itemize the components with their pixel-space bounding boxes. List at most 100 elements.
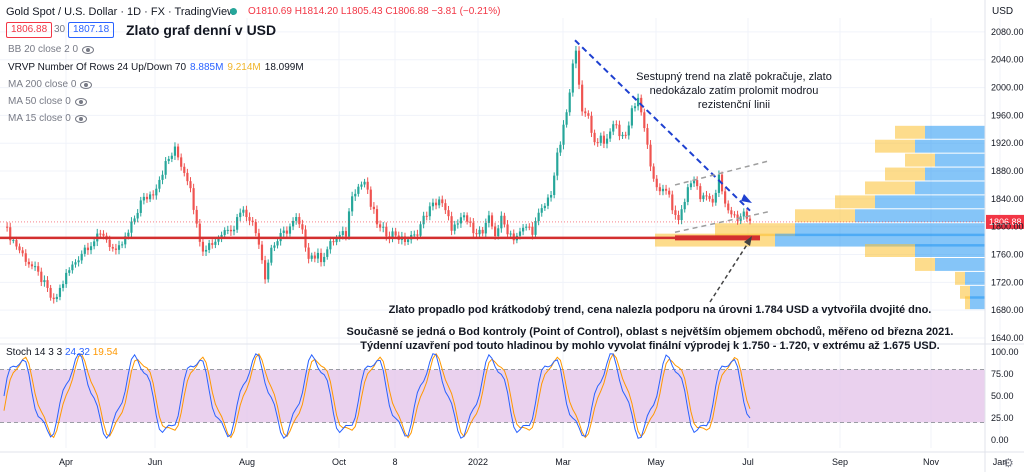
- volume-up-bar: [970, 285, 985, 299]
- candle-body: [581, 84, 584, 112]
- candle-body: [658, 187, 661, 192]
- indicator-ma200[interactable]: MA 200 close 0: [8, 79, 93, 90]
- candle-body: [447, 210, 450, 217]
- candle-body: [646, 128, 649, 145]
- candle-body: [341, 231, 344, 236]
- candle-body: [748, 218, 752, 221]
- candle-body: [245, 209, 248, 218]
- candle-body: [121, 244, 124, 246]
- candle-body: [689, 183, 693, 188]
- candle-body: [201, 241, 205, 252]
- candle-body: [677, 214, 680, 221]
- candle-body: [86, 247, 90, 251]
- candle-body: [40, 271, 43, 282]
- candle-body: [518, 231, 522, 236]
- indicator-ma50[interactable]: MA 50 close 0: [8, 96, 87, 107]
- vrvp-down: 9.214M: [227, 62, 261, 73]
- price-tick-label: 1640.00: [991, 333, 1024, 343]
- candle-body: [562, 124, 565, 145]
- eye-icon[interactable]: [74, 114, 87, 123]
- candle-body: [335, 238, 338, 243]
- candle-body: [671, 194, 674, 211]
- candle-body: [127, 232, 130, 237]
- volume-up-bar: [855, 209, 985, 223]
- candle-body: [466, 215, 469, 222]
- time-tick-label: Jan: [993, 457, 1008, 467]
- candle-body: [52, 297, 55, 300]
- stoch-k: 24.32: [64, 347, 90, 358]
- volume-down-bar: [795, 209, 855, 223]
- candle-body: [596, 142, 599, 144]
- candle-body: [130, 221, 133, 233]
- time-tick-label: 8: [392, 457, 397, 467]
- candle-body: [189, 181, 192, 189]
- candle-body: [462, 215, 466, 218]
- volume-profile: [655, 125, 985, 310]
- candle-body: [664, 188, 668, 191]
- candle-body: [223, 230, 226, 235]
- candle-body: [326, 249, 329, 257]
- volume-up-bar: [915, 181, 985, 195]
- candle-body: [559, 144, 562, 153]
- candle-body: [490, 215, 494, 227]
- indicator-ma15[interactable]: MA 15 close 0: [8, 113, 87, 124]
- candle-body: [366, 181, 369, 190]
- candle-body: [661, 188, 665, 192]
- candle-body: [711, 198, 714, 203]
- candle-body: [525, 226, 528, 228]
- candle-body: [173, 146, 177, 156]
- candle-body: [574, 50, 578, 64]
- gear-icon[interactable]: ⚙: [1003, 456, 1014, 470]
- candle-body: [742, 211, 745, 217]
- candle-body: [254, 222, 257, 234]
- candle-body: [152, 194, 155, 196]
- eye-icon[interactable]: [82, 45, 95, 54]
- candle-body: [637, 97, 640, 107]
- candle-body: [93, 241, 96, 247]
- candle-body: [33, 266, 37, 268]
- candle-body: [9, 227, 12, 241]
- sell-price-box[interactable]: 1806.88: [6, 22, 53, 38]
- candle-body: [354, 193, 357, 197]
- price-tick-label: 1880.00: [991, 166, 1024, 176]
- candle-body: [649, 144, 652, 167]
- channel-upper: [674, 159, 771, 186]
- candle-body: [702, 195, 705, 200]
- volume-up-bar: [915, 244, 985, 257]
- time-tick-label: Sep: [832, 457, 848, 467]
- candle-body: [192, 188, 195, 210]
- candle-body: [298, 217, 301, 225]
- candle-body: [149, 194, 152, 200]
- indicator-bb-label: BB 20 close 2 0: [8, 44, 79, 55]
- candle-body: [438, 199, 441, 206]
- buy-price-box[interactable]: 1807.18: [68, 22, 115, 38]
- candle-body: [453, 224, 456, 231]
- candle-body: [208, 243, 211, 250]
- indicator-vrvp[interactable]: VRVP Number Of Rows 24 Up/Down 70 8.885M 9…: [8, 62, 304, 73]
- candle-body: [248, 217, 251, 221]
- live-indicator: [230, 8, 237, 15]
- candle-body: [58, 287, 62, 297]
- candle-body: [546, 197, 550, 206]
- candle-body: [369, 189, 372, 207]
- candle-body: [357, 186, 360, 194]
- candle-body: [83, 247, 86, 254]
- candle-body: [444, 203, 447, 211]
- candle-body: [624, 134, 627, 136]
- candle-body: [372, 206, 375, 210]
- resistance-trendline: [574, 39, 751, 212]
- candle-body: [43, 280, 46, 282]
- stoch-legend[interactable]: Stoch 14 3 3 24.32 19.54: [6, 347, 118, 358]
- candle-body: [27, 261, 30, 265]
- eye-icon[interactable]: [80, 80, 93, 89]
- eye-icon[interactable]: [74, 97, 87, 106]
- candle-body: [114, 248, 117, 250]
- indicator-bb[interactable]: BB 20 close 2 0: [8, 44, 95, 55]
- price-tick-label: 1760.00: [991, 250, 1024, 260]
- symbol-title: Gold Spot / U.S. Dollar · 1D · FX · Trad…: [6, 6, 236, 18]
- candle-body: [686, 187, 689, 202]
- candle-body: [273, 245, 276, 248]
- candle-body: [406, 239, 410, 242]
- candle-body: [469, 221, 472, 223]
